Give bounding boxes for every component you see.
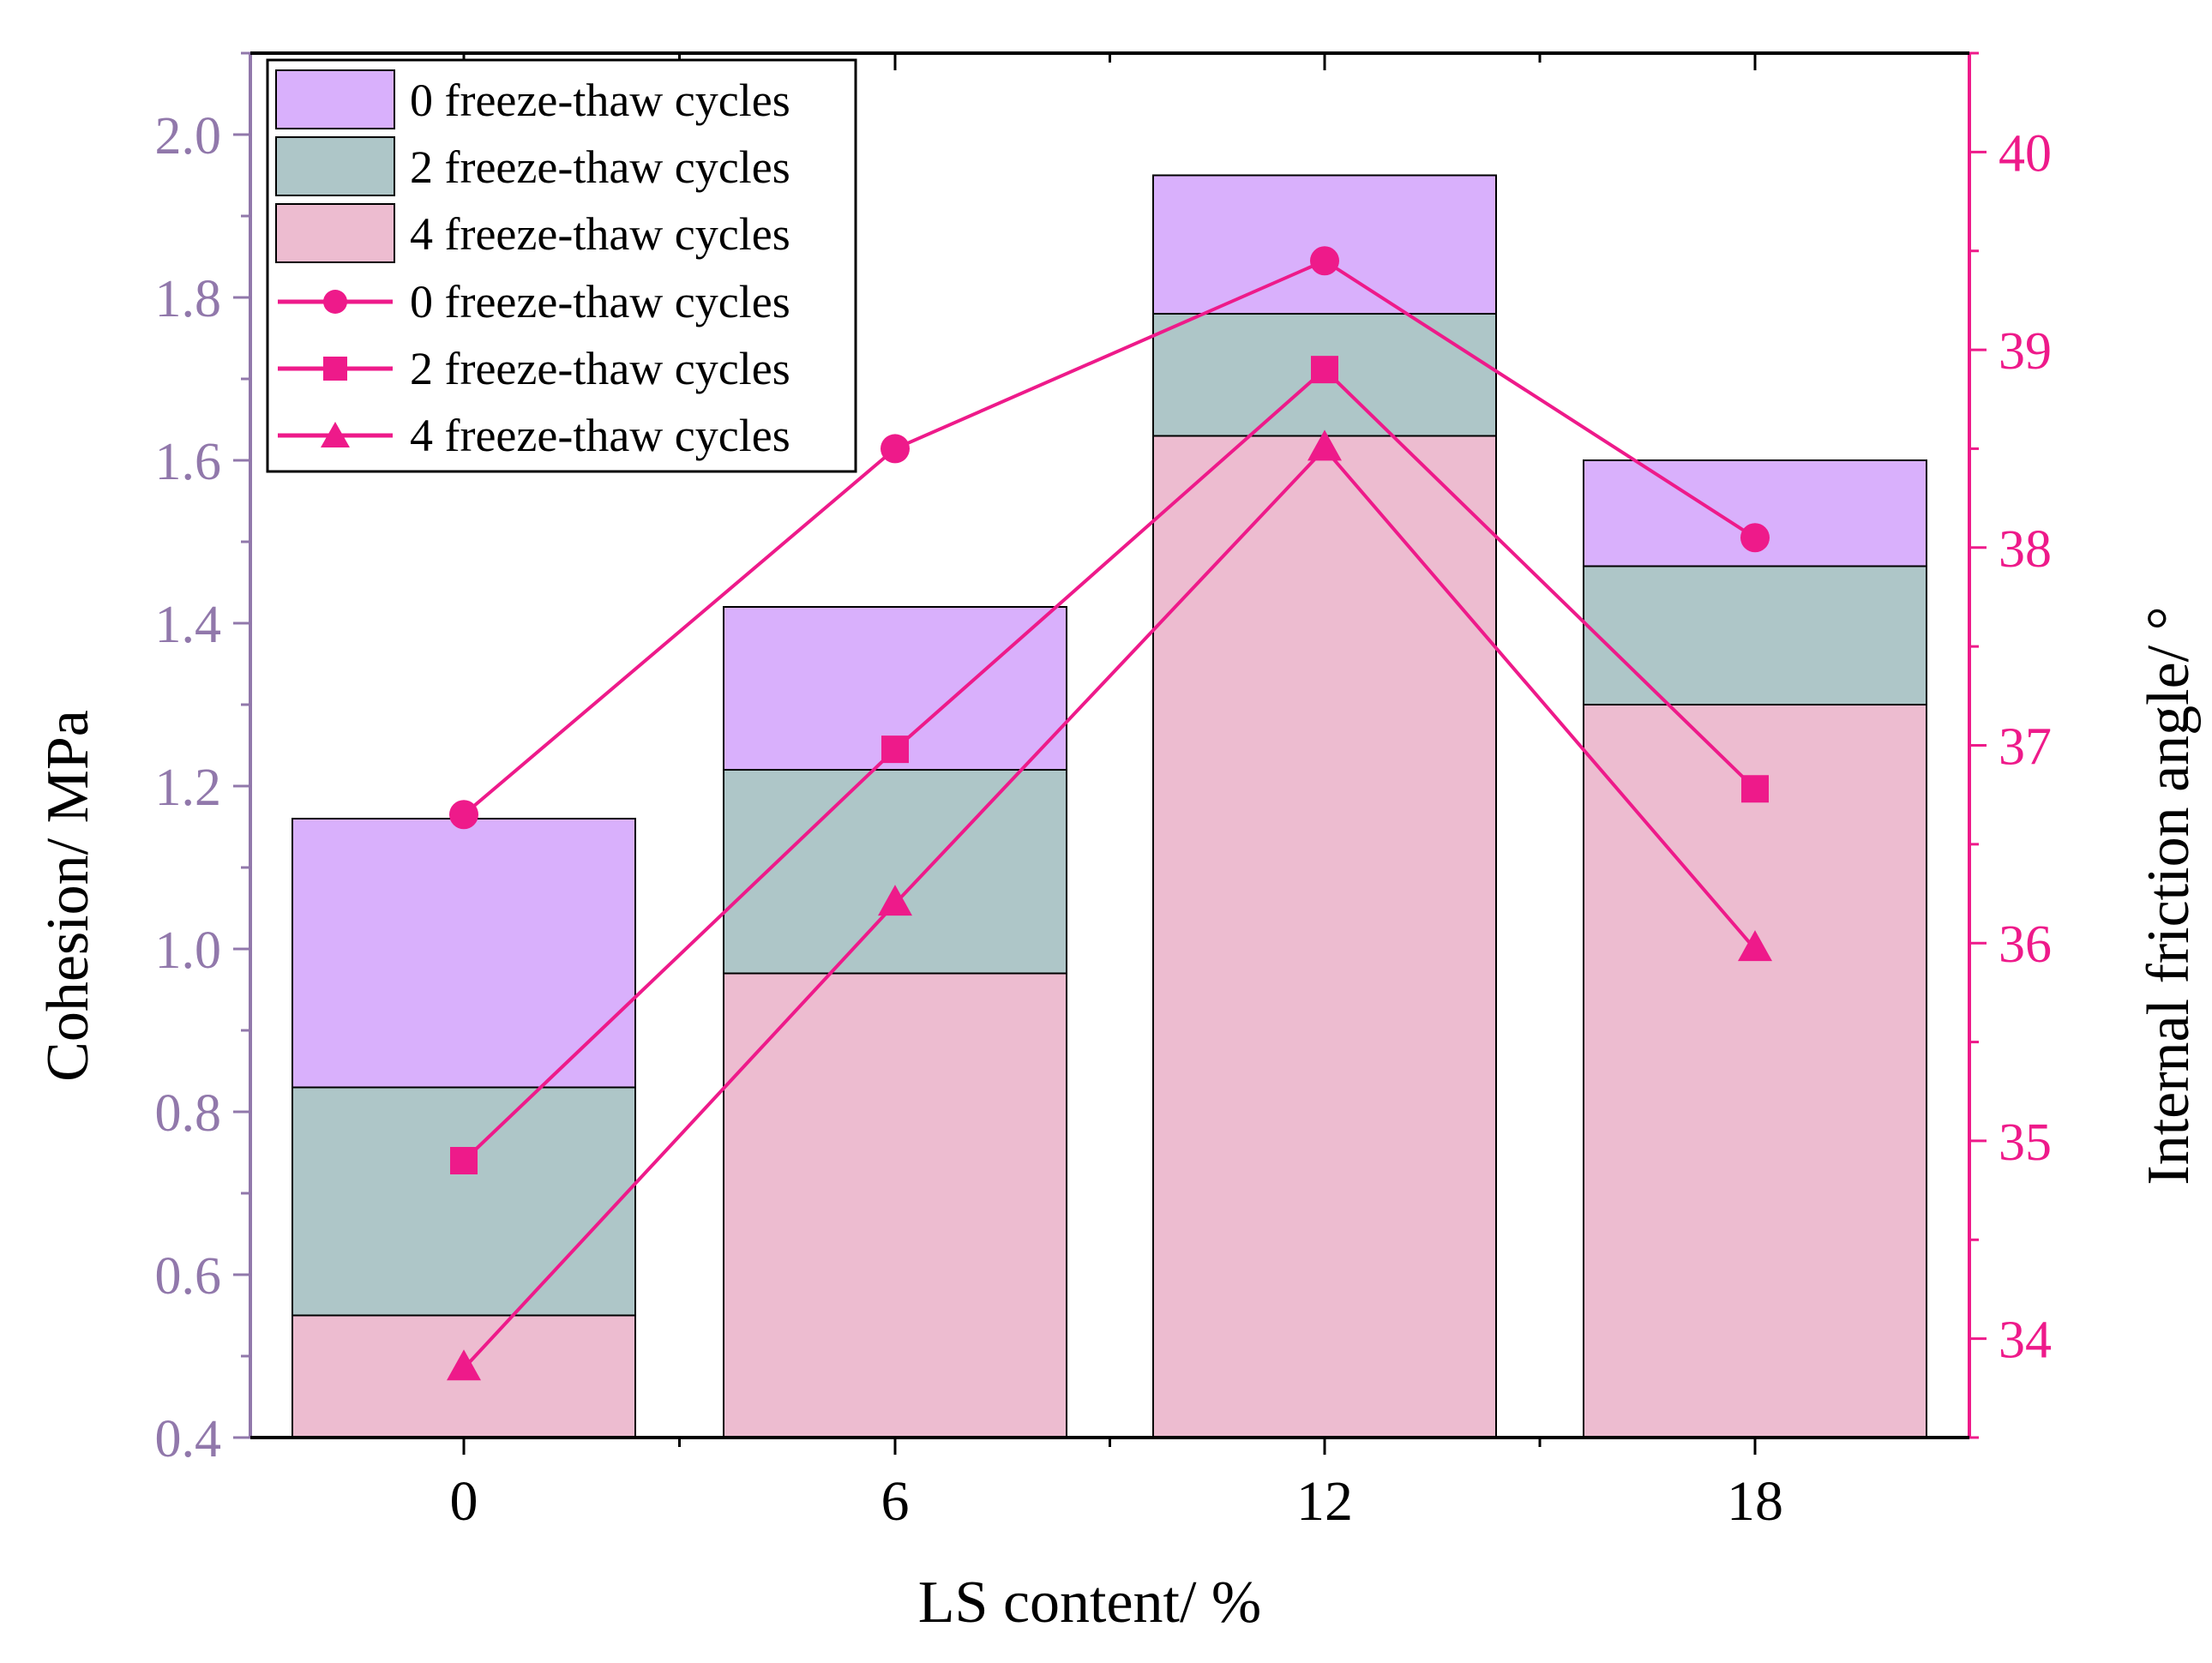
marker-series1-6 — [881, 735, 909, 764]
y2-tick-label-39: 39 — [1999, 322, 2052, 381]
marker-series1-12 — [1311, 356, 1338, 384]
marker-series1-0 — [450, 1147, 478, 1174]
y2-tick-label-36: 36 — [1999, 916, 2052, 974]
y-tick-label-0.8: 0.8 — [155, 1084, 222, 1143]
y-tick-label-0.4: 0.4 — [155, 1410, 222, 1468]
y2-tick-label-37: 37 — [1999, 718, 2052, 777]
x-axis-title: LS content/ % — [918, 1570, 1261, 1636]
legend-marker-triangle — [321, 422, 350, 447]
bar-series2-18 — [1583, 704, 1927, 1438]
marker-series2-0 — [447, 1349, 481, 1381]
line-series-1 — [462, 367, 1757, 1162]
legend: 0 freeze-thaw cycles 2 freeze-thaw cycle… — [266, 58, 857, 473]
y-tick-label-1.0: 1.0 — [155, 922, 222, 980]
y-tick-label-1.8: 1.8 — [155, 270, 222, 328]
legend-swatch-bar-1 — [275, 136, 395, 196]
x-tick-label-0: 0 — [450, 1470, 478, 1533]
legend-marker-square — [323, 357, 347, 381]
axes-layer: 0.4 0.6 0.8 1.0 1.2 1.4 1.6 1.8 2.0 34 35 36 37 38 39 4… — [155, 51, 2052, 1533]
marker-series0-0 — [449, 800, 478, 830]
legend-label-bar-1: 2 freeze-thaw cycles — [410, 141, 790, 193]
marker-series2-12 — [1307, 429, 1342, 461]
y-axis-title: Cohesion/ MPa — [35, 710, 101, 1082]
marker-series0-12 — [1310, 246, 1339, 276]
y2-tick-label-34: 34 — [1999, 1312, 2052, 1370]
x-tick-label-18: 18 — [1727, 1470, 1783, 1533]
legend-label-line-2: 4 freeze-thaw cycles — [410, 410, 790, 461]
line-series-2 — [462, 446, 1757, 1370]
line-series-0 — [462, 258, 1757, 816]
legend-swatch-bar-0 — [275, 69, 395, 129]
bars-layer — [292, 174, 1927, 1438]
marker-series0-6 — [881, 434, 910, 464]
y-tick-label-1.4: 1.4 — [155, 596, 222, 654]
legend-label-bar-2: 4 freeze-thaw cycles — [410, 208, 790, 260]
marker-series2-6 — [878, 885, 912, 916]
legend-marker-circle — [323, 290, 347, 314]
legend-label-bar-0: 0 freeze-thaw cycles — [410, 75, 790, 126]
x-tick-label-12: 12 — [1296, 1470, 1353, 1533]
lines-layer — [447, 246, 1772, 1381]
legend-swatch-bar-2 — [275, 203, 395, 263]
y2-tick-label-38: 38 — [1999, 520, 2052, 579]
y-tick-label-0.6: 0.6 — [155, 1247, 222, 1306]
y2-tick-label-35: 35 — [1999, 1114, 2052, 1172]
bar-series2-6 — [723, 972, 1067, 1438]
marker-series1-18 — [1741, 775, 1769, 803]
x-tick-label-6: 6 — [881, 1470, 910, 1533]
marker-series0-18 — [1740, 523, 1770, 553]
legend-label-line-0: 0 freeze-thaw cycles — [410, 276, 790, 327]
legend-label-line-1: 2 freeze-thaw cycles — [410, 343, 790, 394]
bar-series2-12 — [1152, 435, 1497, 1438]
marker-series2-18 — [1738, 930, 1772, 962]
y2-tick-label-40: 40 — [1999, 124, 2052, 183]
y-tick-label-2.0: 2.0 — [155, 107, 222, 165]
y-tick-label-1.2: 1.2 — [155, 759, 222, 817]
y-tick-label-1.6: 1.6 — [155, 433, 222, 491]
y2-axis-title: Internal friction angle/ ° — [2136, 606, 2202, 1185]
